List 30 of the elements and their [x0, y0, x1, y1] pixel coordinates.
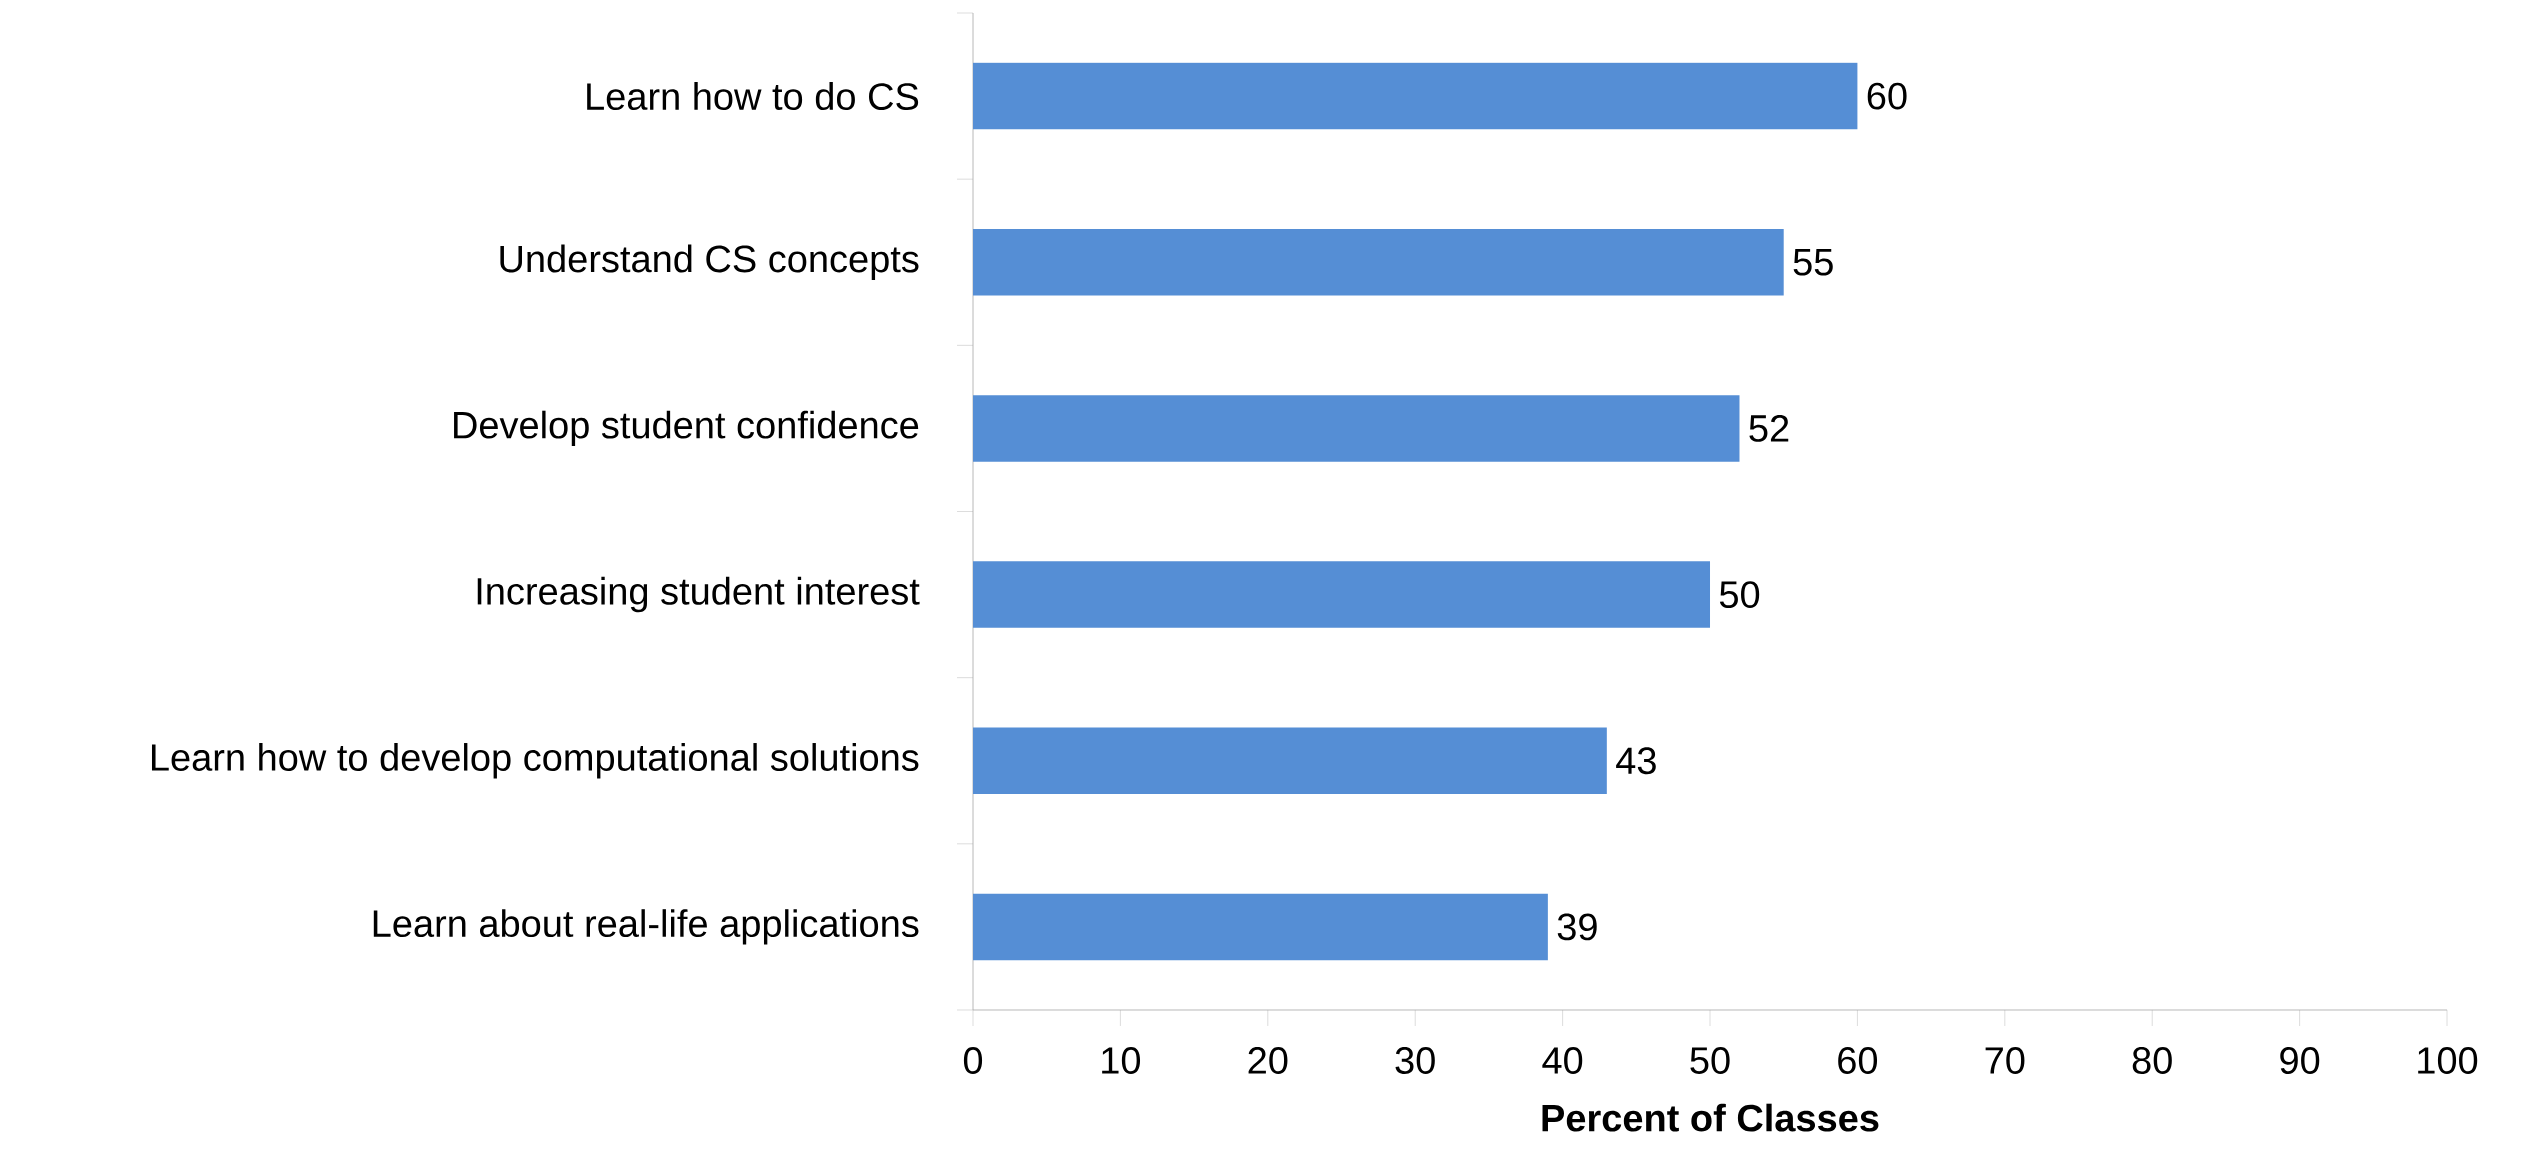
- x-tick-label: 90: [2280, 1047, 2320, 1074]
- bar: [973, 893, 1548, 961]
- y-tick-label: Understand CS concepts: [500, 244, 919, 280]
- data-label: 43: [1616, 747, 1656, 775]
- data-label: 50: [1719, 581, 1760, 609]
- bar: [973, 561, 1711, 628]
- data-label: 60: [1867, 82, 1907, 110]
- data-label: 55: [1793, 249, 1833, 276]
- bar: [973, 395, 1740, 462]
- x-tick-label: 10: [1102, 1047, 1141, 1074]
- bar: [973, 62, 1858, 130]
- y-tick-label: Increasing student interest: [477, 576, 920, 613]
- x-tick-label: 70: [1985, 1047, 2025, 1074]
- y-tick-label: Learn how to do CS: [587, 82, 919, 111]
- x-tick-label: 60: [1838, 1047, 1878, 1074]
- x-tick-label: 0: [963, 1047, 983, 1074]
- x-tick-label: 20: [1248, 1047, 1288, 1074]
- bar: [973, 229, 1784, 296]
- data-label: 39: [1557, 913, 1597, 941]
- bar: [973, 727, 1607, 794]
- y-tick-label: Learn how to develop computational solutions: [151, 743, 919, 779]
- x-tick-label: 40: [1542, 1047, 1583, 1074]
- x-tick-label: 80: [2132, 1047, 2172, 1074]
- y-tick-label: Learn about real-life applications: [373, 909, 919, 945]
- data-label: 52: [1749, 414, 1789, 442]
- x-tick-label: 100: [2418, 1047, 2478, 1074]
- x-tick-label: 50: [1690, 1047, 1730, 1074]
- y-tick-label: Develop student confidence: [454, 410, 919, 447]
- x-tick-label: 30: [1395, 1047, 1435, 1074]
- x-axis-title: Percent of Classes: [1542, 1103, 1879, 1132]
